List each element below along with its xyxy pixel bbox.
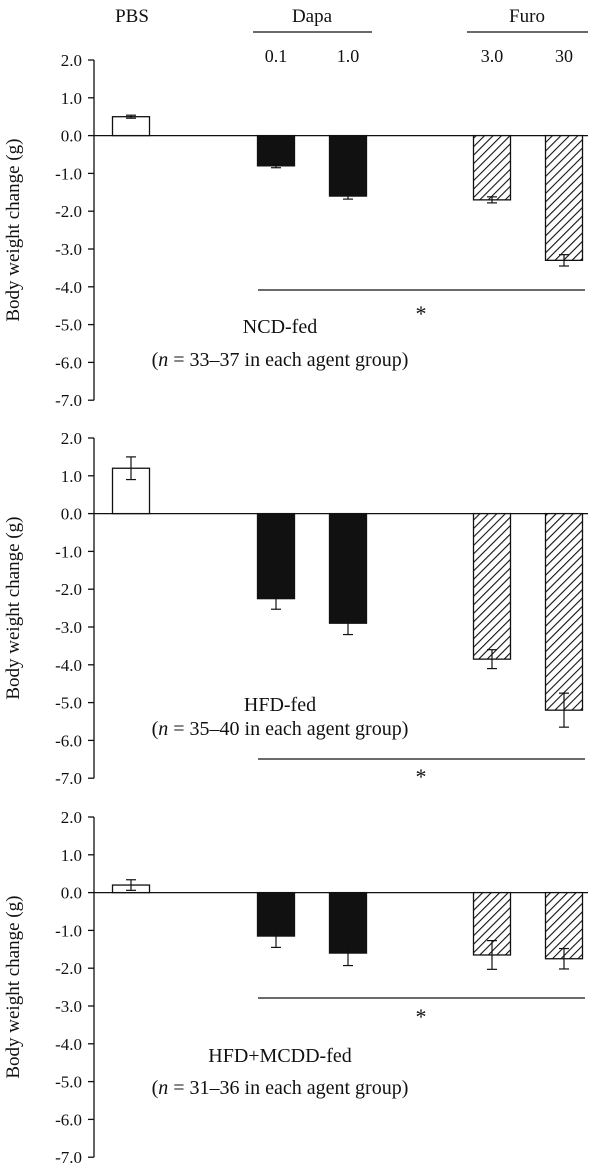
bar-furo-30 xyxy=(544,512,584,711)
y-tick-label: -2.0 xyxy=(55,202,82,221)
y-tick-label: 0.0 xyxy=(61,505,82,524)
bar-dapa-0-1 xyxy=(256,512,296,600)
dose-label-furo-3.0: 3.0 xyxy=(481,46,504,66)
significance-star: * xyxy=(416,301,427,326)
panel-sample-size-note: (n = 33–37 in each agent group) xyxy=(152,349,409,371)
error-bar xyxy=(271,587,281,610)
y-tick-label: -4.0 xyxy=(55,278,82,297)
bar-dapa-0-1 xyxy=(256,134,296,167)
panel-sample-size-note: (n = 35–40 in each agent group) xyxy=(152,718,409,740)
y-tick-label: 0.0 xyxy=(61,884,82,903)
bar-pbs xyxy=(111,116,151,137)
error-bar xyxy=(343,940,353,967)
y-tick-label: -3.0 xyxy=(55,618,82,637)
header: PBS Dapa Furo 0.1 1.0 3.0 30 xyxy=(115,6,588,66)
significance-star: * xyxy=(416,1004,427,1029)
y-axis-title: Body weight change (g) xyxy=(3,139,24,322)
chart-panels: 2.0 1.0 0.0 -1.0 -2.0 -3.0 -4.0 -5.0 -6.0 -7.0 Bod… xyxy=(3,51,588,1167)
error-bar xyxy=(126,879,136,891)
error-bar xyxy=(487,649,497,670)
y-tick-label: 1.0 xyxy=(61,89,82,108)
significance-star: * xyxy=(416,764,427,789)
furo-header-label: Furo xyxy=(509,6,545,27)
chart-panel-3: 2.0 1.0 0.0 -1.0 -2.0 -3.0 -4.0 -5.0 -6.0 -7.0 Bod… xyxy=(3,808,588,1167)
y-tick-label: -5.0 xyxy=(55,694,82,713)
y-tick-label: 2.0 xyxy=(61,808,82,827)
error-bar xyxy=(271,924,281,949)
error-bar xyxy=(487,940,497,970)
y-tick-label: -5.0 xyxy=(55,316,82,335)
error-bar xyxy=(271,163,281,169)
error-bar xyxy=(343,192,353,200)
panel-annotation: HFD-fed xyxy=(244,694,316,716)
bar-furo-30 xyxy=(544,891,584,960)
y-tick-label: -1.0 xyxy=(55,542,82,561)
y-tick-label: -5.0 xyxy=(55,1073,82,1092)
error-bar xyxy=(559,692,569,728)
y-tick-label: -3.0 xyxy=(55,997,82,1016)
error-bar xyxy=(343,611,353,636)
y-axis-title: Body weight change (g) xyxy=(3,517,24,700)
error-bar xyxy=(487,196,497,204)
bar-dapa-1-0 xyxy=(328,512,368,624)
y-tick-label: 2.0 xyxy=(61,429,82,448)
panel-sample-size-note: (n = 31–36 in each agent group) xyxy=(152,1077,409,1099)
y-tick-label: 2.0 xyxy=(61,51,82,70)
bar-dapa-1-0 xyxy=(328,134,368,197)
bar-furo-3-0 xyxy=(472,134,512,201)
dose-label-dapa-0.1: 0.1 xyxy=(265,46,288,66)
bar-furo-30 xyxy=(544,134,584,261)
panel-annotation: NCD-fed xyxy=(243,316,317,338)
error-bar xyxy=(126,114,136,119)
y-axis-title: Body weight change (g) xyxy=(3,896,24,1079)
y-tick-label: -1.0 xyxy=(55,164,82,183)
y-tick-label: 1.0 xyxy=(61,846,82,865)
bar-furo-3-0 xyxy=(472,512,512,660)
y-tick-label: -6.0 xyxy=(55,1110,82,1129)
y-tick-label: -4.0 xyxy=(55,656,82,675)
y-tick-label: -3.0 xyxy=(55,240,82,259)
chart-panel-2: 2.0 1.0 0.0 -1.0 -2.0 -3.0 -4.0 -5.0 -6.0 -7.0 Bod… xyxy=(3,429,588,789)
y-tick-label: -7.0 xyxy=(55,1148,82,1167)
pbs-header-label: PBS xyxy=(115,6,149,27)
chart-panel-1: 2.0 1.0 0.0 -1.0 -2.0 -3.0 -4.0 -5.0 -6.0 -7.0 Bod… xyxy=(3,51,588,410)
y-tick-label: 0.0 xyxy=(61,127,82,146)
y-tick-label: -7.0 xyxy=(55,769,82,788)
y-tick-label: -2.0 xyxy=(55,580,82,599)
y-tick-label: -6.0 xyxy=(55,731,82,750)
y-tick-label: 1.0 xyxy=(61,467,82,486)
error-bar xyxy=(559,254,569,267)
dapa-header-label: Dapa xyxy=(292,6,333,27)
panel-annotation: HFD+MCDD-fed xyxy=(208,1045,352,1067)
error-bar xyxy=(559,947,569,970)
dose-label-furo-30: 30 xyxy=(555,46,573,66)
y-tick-label: -4.0 xyxy=(55,1035,82,1054)
y-tick-label: -1.0 xyxy=(55,921,82,940)
error-bar xyxy=(126,456,136,481)
dose-label-dapa-1.0: 1.0 xyxy=(337,46,360,66)
y-tick-label: -6.0 xyxy=(55,353,82,372)
y-tick-label: -2.0 xyxy=(55,959,82,978)
y-tick-label: -7.0 xyxy=(55,391,82,410)
